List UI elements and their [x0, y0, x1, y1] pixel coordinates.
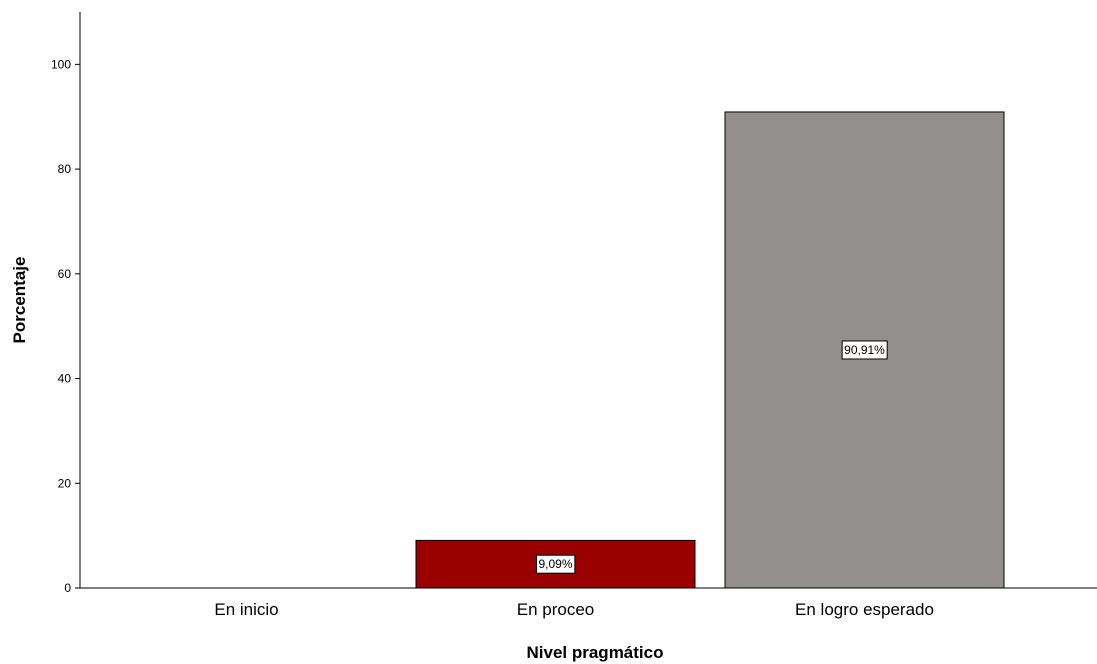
y-axis-title: Porcentaje: [10, 257, 29, 344]
y-tick-label: 100: [51, 57, 71, 71]
data-label: 9,09%: [538, 557, 572, 571]
bars-group: [415, 111, 1005, 589]
x-tick-label: En logro esperado: [795, 600, 934, 619]
y-tick-label: 0: [64, 581, 71, 595]
y-tick-label: 80: [58, 162, 72, 176]
x-tick-label: En inicio: [214, 600, 278, 619]
data-labels-group: 9,09% 90,91%: [535, 340, 888, 574]
y-tick-label: 40: [58, 372, 72, 386]
x-axis-title: Nivel pragmático: [527, 643, 664, 662]
y-tick-label: 60: [58, 267, 72, 281]
x-tick-label: En proceo: [517, 600, 595, 619]
y-axis: 0 20 40 60 80 100: [51, 12, 81, 595]
y-tick-label: 20: [58, 476, 72, 490]
data-label-box: [841, 340, 888, 360]
x-axis: En inicio En proceo En logro esperado: [80, 587, 1097, 619]
data-label: 90,91%: [844, 343, 885, 357]
data-label-box: [535, 554, 576, 574]
